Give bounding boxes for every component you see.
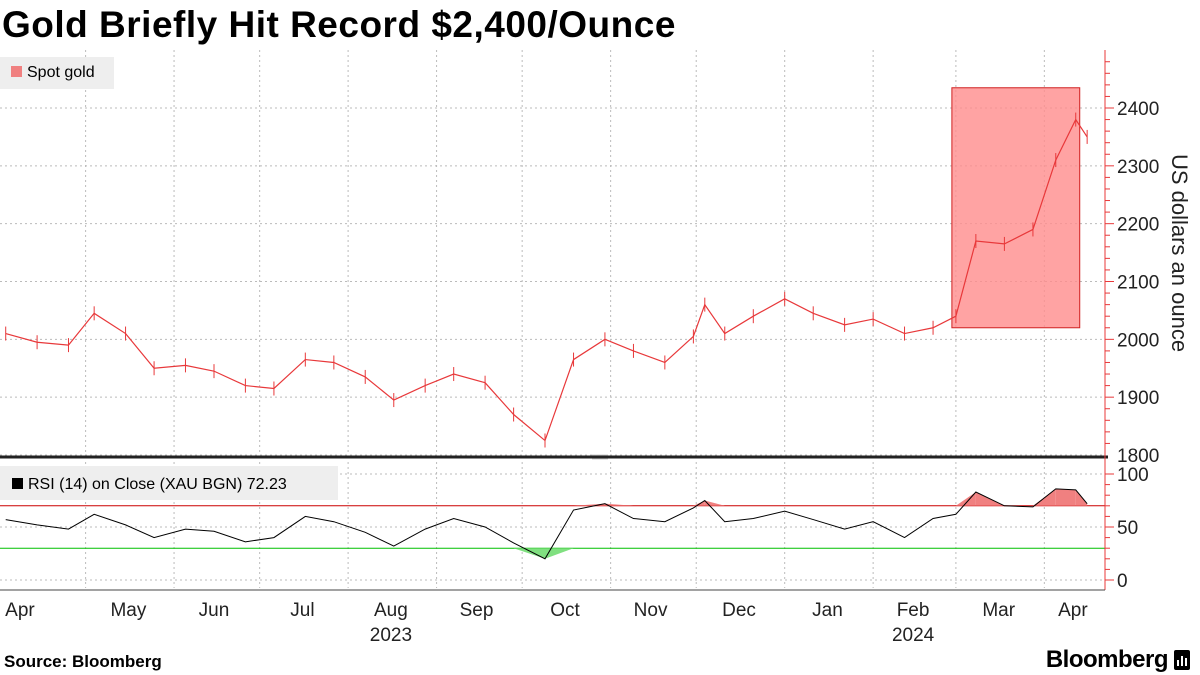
price-tick-label: 1900 (1117, 388, 1159, 409)
rsi-axis: 0 50 100 (1105, 465, 1149, 592)
x-tick-label: Apr (5, 600, 35, 621)
x-tick-label: Jun (199, 600, 230, 621)
rsi-tick-label: 0 (1117, 571, 1128, 592)
x-tick-label: May (110, 600, 146, 621)
rsi-legend-box (0, 466, 338, 500)
price-tick-label: 2200 (1117, 215, 1159, 236)
rsi-overbought-fill (955, 492, 976, 506)
x-tick-label: Sep (460, 600, 494, 621)
x-year-label: 2023 (370, 625, 412, 646)
price-series-layer (5, 112, 1088, 448)
rsi-tick-label: 50 (1117, 518, 1138, 539)
price-legend-swatch (11, 66, 22, 77)
x-tick-label: Nov (634, 600, 668, 621)
x-tick-label: Apr (1058, 600, 1088, 621)
highlight-layer (951, 87, 1081, 329)
x-tick-label: Jul (290, 600, 314, 621)
x-tick-label: Jan (812, 600, 843, 621)
price-gridlines (0, 50, 1105, 456)
price-tick-label: 2100 (1117, 273, 1159, 294)
brand-name: Bloomberg (1045, 646, 1169, 673)
price-tick-label: 2300 (1117, 157, 1159, 178)
x-tick-label: Oct (550, 600, 580, 621)
chart-title: Gold Briefly Hit Record $2,400/Ounce (2, 4, 676, 45)
price-axis: 1800 1900 2000 2100 2200 2300 2400 (1105, 61, 1159, 467)
price-tick-label: 1800 (1117, 446, 1159, 467)
rsi-overbought-fill (604, 503, 634, 506)
source-note: Source: Bloomberg (4, 652, 162, 671)
price-tick-label: 2400 (1117, 99, 1159, 120)
x-year-label: 2024 (892, 625, 935, 646)
y-axis-title: US dollars an ounce (1167, 154, 1192, 352)
rsi-overbought-fill (1055, 488, 1076, 506)
highlight-box (951, 87, 1081, 329)
x-axis: Apr May Jun Jul Aug Sep Oct Nov Dec Jan Feb Mar Apr 2… (0, 589, 1105, 646)
rsi-legend-label: RSI (14) on Close (XAU BGN) 72.23 (28, 476, 287, 493)
rsi-line (5, 488, 1088, 560)
price-legend-label: Spot gold (27, 64, 95, 81)
price-tick-label: 2000 (1117, 330, 1159, 351)
x-tick-label: Dec (722, 600, 756, 621)
rsi-oversold-fill (545, 548, 574, 559)
x-tick-label: Mar (982, 600, 1015, 621)
price-line (5, 118, 1088, 442)
bloomberg-logo: Bloomberg (1046, 646, 1190, 674)
x-tick-label: Feb (897, 600, 930, 621)
rsi-oversold-fill (513, 548, 545, 559)
rsi-legend-swatch (12, 478, 23, 489)
rsi-series-layer (0, 488, 1105, 560)
rsi-tick-label: 100 (1117, 465, 1149, 486)
rsi-overbought-fill (704, 500, 725, 506)
x-tick-label: Aug (374, 600, 408, 621)
bloomberg-chart-icon (1174, 650, 1190, 670)
